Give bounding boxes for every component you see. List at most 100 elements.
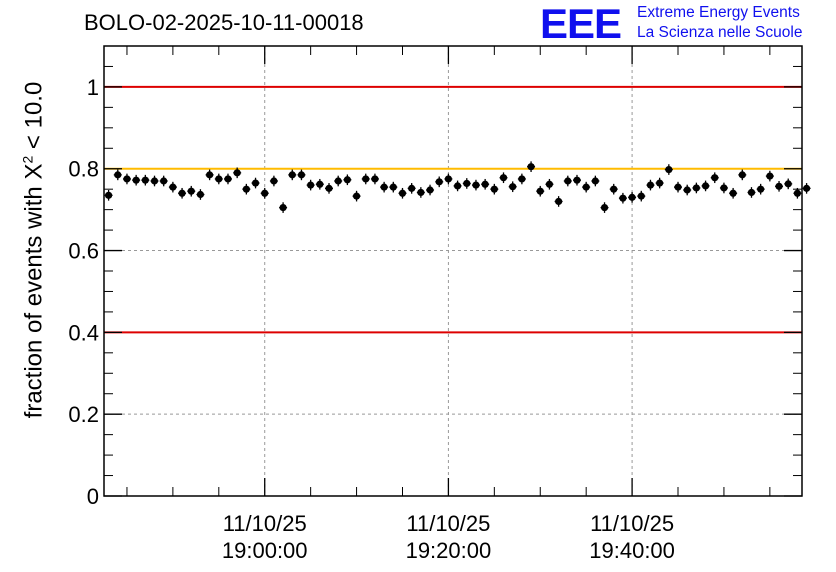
data-point bbox=[463, 179, 471, 188]
data-point bbox=[591, 177, 599, 185]
data-point bbox=[224, 175, 232, 183]
data-point bbox=[564, 177, 572, 185]
data-point bbox=[656, 179, 664, 187]
data-point bbox=[518, 175, 526, 183]
data-point bbox=[352, 192, 361, 200]
data-point bbox=[104, 191, 113, 199]
y-label-prefix: fraction of events with bbox=[20, 179, 48, 419]
data-point bbox=[784, 180, 792, 188]
data-point bbox=[251, 179, 260, 187]
data-point bbox=[775, 182, 783, 190]
data-point bbox=[150, 177, 159, 185]
data-point bbox=[499, 174, 508, 182]
logo-line-2: La Scienza nelle Scuole bbox=[637, 24, 803, 41]
data-point bbox=[729, 189, 737, 197]
data-point bbox=[600, 203, 609, 212]
data-point bbox=[619, 194, 627, 202]
data-point bbox=[711, 174, 719, 182]
data-point bbox=[738, 171, 746, 179]
x-tick-date-label: 11/10/25 bbox=[223, 511, 307, 536]
tick-labels: 00.20.40.60.8111/10/2519:00:0011/10/2519… bbox=[68, 75, 675, 563]
y-tick-label: 0.2 bbox=[68, 402, 99, 427]
x-tick-time-label: 19:00:00 bbox=[222, 538, 308, 563]
data-point bbox=[206, 171, 214, 179]
data-point bbox=[757, 185, 765, 193]
data-point bbox=[371, 175, 379, 183]
data-point bbox=[472, 181, 480, 189]
data-point bbox=[123, 175, 131, 183]
data-point bbox=[692, 184, 700, 192]
data-point bbox=[288, 171, 296, 179]
data-point bbox=[261, 189, 269, 197]
data-point bbox=[343, 176, 351, 184]
y-label-symbol: X bbox=[20, 163, 48, 180]
data-point bbox=[325, 184, 333, 192]
y-label-suffix: < 10.0 bbox=[20, 81, 48, 156]
data-point bbox=[481, 180, 489, 188]
data-point bbox=[426, 186, 434, 194]
data-point bbox=[674, 183, 682, 191]
data-point bbox=[334, 177, 342, 185]
data-point bbox=[169, 183, 177, 191]
data-point bbox=[160, 177, 168, 185]
data-point bbox=[435, 178, 443, 186]
data-point bbox=[408, 184, 416, 192]
data-point bbox=[453, 182, 462, 190]
data-point bbox=[610, 185, 618, 193]
data-point bbox=[215, 175, 223, 183]
data-point bbox=[114, 171, 122, 179]
reference-lines bbox=[104, 85, 802, 334]
x-tick-time-label: 19:40:00 bbox=[589, 538, 675, 563]
y-tick-label: 0.4 bbox=[68, 320, 99, 345]
data-points bbox=[104, 161, 811, 213]
data-point bbox=[582, 183, 590, 191]
data-point bbox=[555, 197, 563, 206]
y-axis-label: fraction of events with X2 < 10.0 bbox=[20, 40, 49, 460]
data-point bbox=[444, 175, 453, 183]
x-tick-time-label: 19:20:00 bbox=[406, 538, 492, 563]
data-point bbox=[297, 171, 306, 179]
data-point bbox=[536, 187, 544, 195]
data-point bbox=[132, 176, 140, 184]
data-point bbox=[187, 187, 195, 195]
y-tick-label: 0.8 bbox=[68, 157, 99, 182]
data-point bbox=[545, 180, 554, 188]
data-point bbox=[398, 189, 407, 197]
y-tick-label: 0 bbox=[87, 484, 99, 509]
data-point bbox=[279, 203, 287, 212]
data-point bbox=[417, 188, 425, 197]
data-point bbox=[573, 176, 581, 184]
data-point bbox=[665, 165, 673, 174]
data-point bbox=[380, 183, 388, 191]
logo-mark: EEE bbox=[540, 0, 622, 47]
data-point bbox=[509, 183, 517, 191]
data-point bbox=[637, 192, 645, 200]
data-point bbox=[270, 177, 278, 185]
data-point bbox=[196, 190, 205, 199]
data-point bbox=[242, 185, 250, 193]
grid-lines bbox=[104, 46, 802, 496]
data-point bbox=[747, 188, 756, 197]
data-point bbox=[362, 175, 370, 183]
y-tick-label: 1 bbox=[87, 75, 99, 100]
data-point bbox=[233, 169, 241, 177]
data-point bbox=[178, 189, 186, 197]
axis-ticks bbox=[104, 46, 802, 497]
data-point bbox=[527, 163, 535, 171]
data-point bbox=[802, 184, 811, 192]
x-tick-date-label: 11/10/25 bbox=[406, 511, 490, 536]
logo-line-1: Extreme Energy Events bbox=[637, 4, 800, 21]
plot-frame bbox=[103, 45, 803, 497]
data-point bbox=[793, 189, 802, 197]
data-point bbox=[307, 181, 315, 189]
chart-title: BOLO-02-2025-10-11-00018 bbox=[84, 10, 364, 35]
data-point bbox=[490, 185, 498, 193]
x-tick-date-label: 11/10/25 bbox=[590, 511, 674, 536]
data-point bbox=[141, 176, 149, 184]
data-point bbox=[701, 182, 710, 190]
data-point bbox=[720, 184, 728, 192]
data-point bbox=[389, 183, 397, 191]
data-point bbox=[683, 186, 691, 194]
data-point bbox=[628, 193, 636, 201]
